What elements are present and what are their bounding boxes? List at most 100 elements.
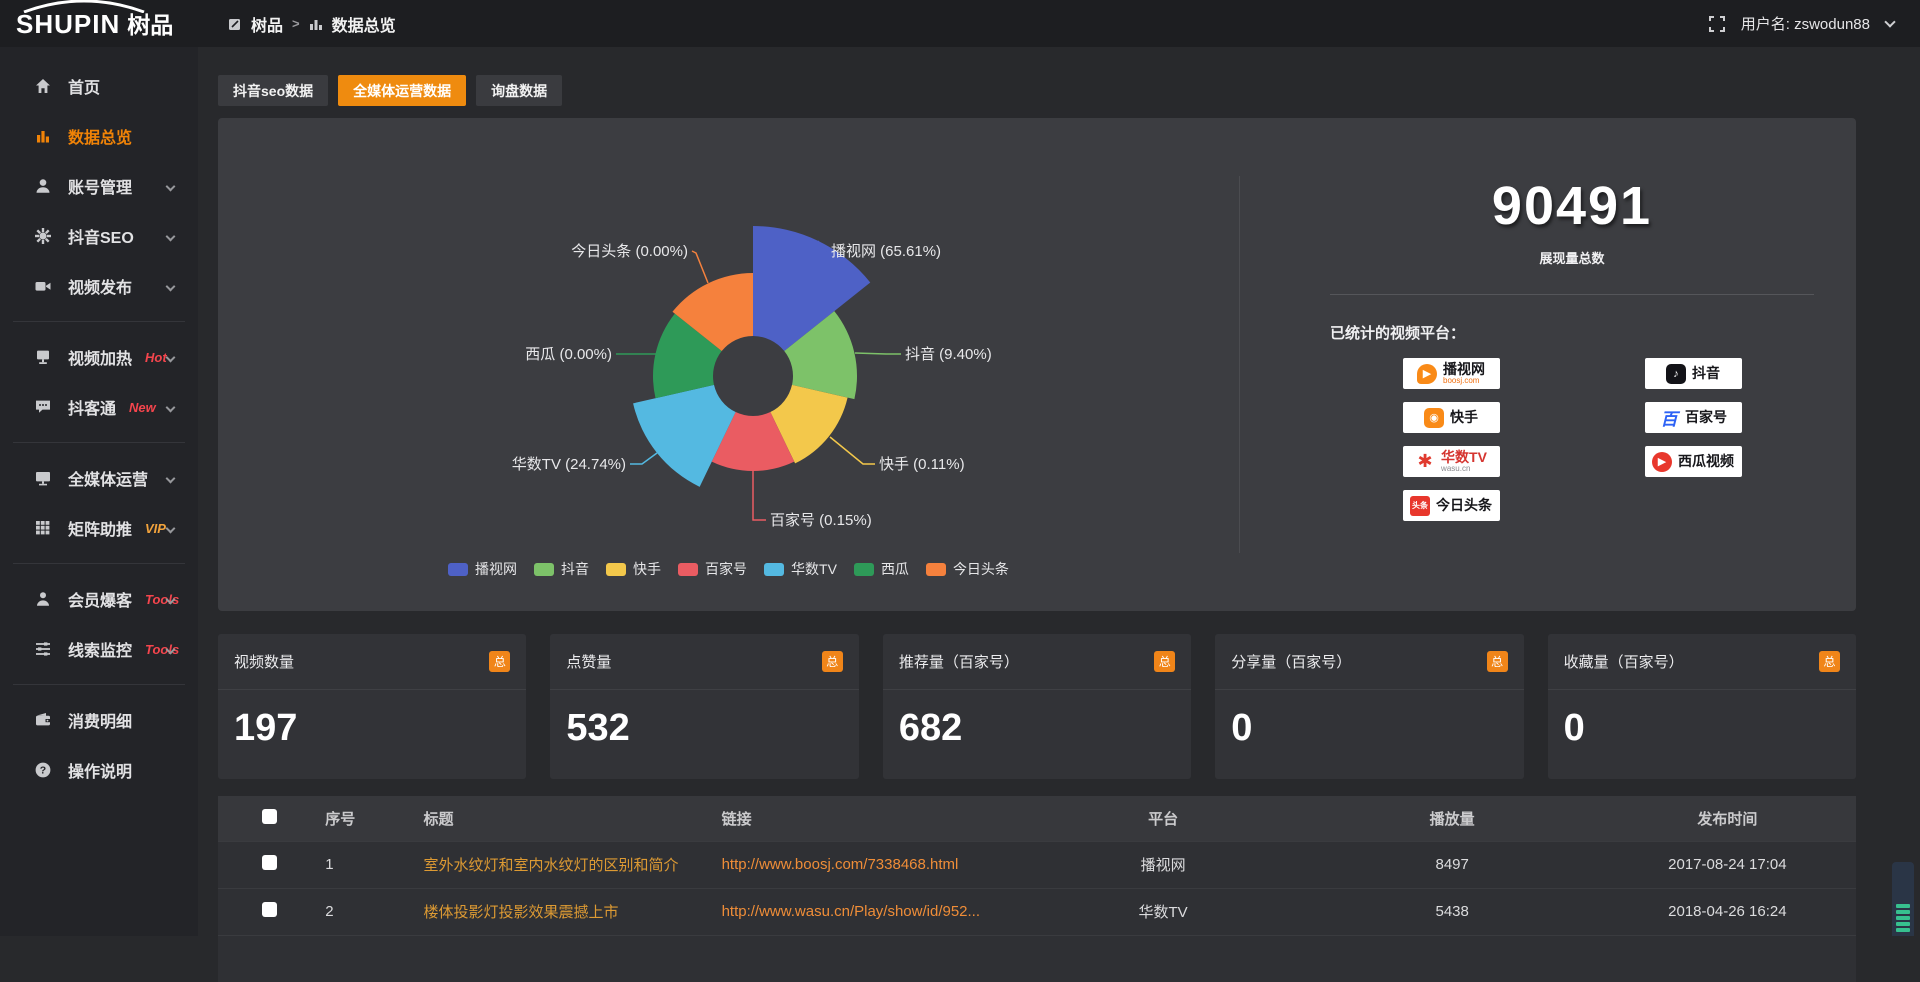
total-badge: 总 xyxy=(822,651,843,672)
fullscreen-icon[interactable] xyxy=(1709,16,1725,32)
legend-swatch xyxy=(534,563,554,576)
stat-card-title: 收藏量（百家号） xyxy=(1564,651,1684,672)
sidebar-item-video-heat[interactable]: 视频加热 Hot xyxy=(0,332,198,382)
plugin-bar xyxy=(1896,910,1910,914)
platform-name: 百家号 xyxy=(1685,410,1727,425)
legend-swatch xyxy=(448,563,468,576)
sidebar-item-douyin-seo[interactable]: 抖音SEO xyxy=(0,211,198,261)
sidebar-item-operation-guide[interactable]: ?操作说明 xyxy=(0,745,198,795)
stat-card-title: 分享量（百家号） xyxy=(1231,651,1351,672)
sidebar-item-label: 视频发布 xyxy=(68,274,132,298)
select-all-checkbox[interactable] xyxy=(262,809,277,824)
stat-card-header: 推荐量（百家号）总 xyxy=(883,634,1191,690)
top-header: SHUPIN 树品 树品 > 数据总览 用户名: zswodun88 xyxy=(0,0,1920,47)
sidebar-item-label: 视频加热 xyxy=(68,345,132,369)
table-header-cell: 标题 xyxy=(419,796,717,841)
sidebar-item-label: 账号管理 xyxy=(68,174,132,198)
breadcrumb-root[interactable]: 树品 xyxy=(251,12,283,36)
sidebar-item-tag: Hot xyxy=(145,350,167,365)
data-tabs: 抖音seo数据全媒体运营数据询盘数据 xyxy=(218,75,1856,106)
pie-slice-label: 西瓜 (0.00%) xyxy=(525,346,612,363)
chat-icon xyxy=(34,398,53,416)
legend-item[interactable]: 抖音 xyxy=(534,559,589,579)
sidebar-item-label: 线索监控 xyxy=(68,637,132,661)
tab-douyin-seo-data[interactable]: 抖音seo数据 xyxy=(218,75,328,106)
main-content: 抖音seo数据全媒体运营数据询盘数据 播视网 (65.61%)抖音 (9.40%… xyxy=(198,47,1920,982)
home-icon xyxy=(34,77,53,95)
platform-name: 抖音 xyxy=(1692,366,1720,381)
username[interactable]: 用户名: zswodun88 xyxy=(1741,13,1870,34)
platform-sub: wasu.cn xyxy=(1441,465,1470,473)
tab-media-operation-data[interactable]: 全媒体运营数据 xyxy=(338,75,466,106)
total-badge: 总 xyxy=(1819,651,1840,672)
baijiahao-logo: 百 xyxy=(1659,408,1679,428)
cell-plays: 8497 xyxy=(1306,841,1599,888)
stat-card-header: 收藏量（百家号） 总 xyxy=(1548,634,1856,690)
legend-item[interactable]: 今日头条 xyxy=(926,559,1009,579)
row-checkbox[interactable] xyxy=(262,902,277,917)
grid-icon xyxy=(34,519,53,537)
sidebar-item-account-management[interactable]: 账号管理 xyxy=(0,161,198,211)
chart-legend: 播视网抖音快手百家号华数TV 西瓜今日头条 xyxy=(218,559,1239,579)
table-header-cell: 链接 xyxy=(718,796,1021,841)
sidebar-item-label: 全媒体运营 xyxy=(68,466,148,490)
legend-item[interactable]: 西瓜 xyxy=(854,559,909,579)
svg-text:?: ? xyxy=(40,765,46,777)
platform-badge-kuaishou: ◉快手 xyxy=(1403,402,1500,433)
browser-plugin-widget[interactable] xyxy=(1892,862,1914,936)
pie-slice[interactable] xyxy=(633,385,736,487)
legend-item[interactable]: 快手 xyxy=(606,559,661,579)
doc-icon xyxy=(228,17,242,31)
chevron-down-icon xyxy=(166,523,176,533)
sidebar-item-home[interactable]: 首页 xyxy=(0,61,198,111)
legend-item[interactable]: 华数TV xyxy=(764,559,837,579)
pie-label-line xyxy=(855,353,901,354)
legend-item[interactable]: 百家号 xyxy=(678,559,747,579)
pie-slice-label: 播视网 (65.61%) xyxy=(831,243,941,260)
row-checkbox[interactable] xyxy=(262,855,277,870)
cell-index: 2 xyxy=(321,888,419,935)
douyin-logo: ♪ xyxy=(1666,364,1686,384)
video-url-link[interactable]: http://www.wasu.cn/Play/show/id/952... xyxy=(722,903,980,920)
video-url-link[interactable]: http://www.boosj.com/7338468.html xyxy=(722,856,959,873)
stat-card-header: 视频数量总 xyxy=(218,634,526,690)
sidebar-item-tag: New xyxy=(129,400,156,415)
chevron-down-icon xyxy=(1884,16,1895,27)
pie-slice-label: 百家号 (0.15%) xyxy=(770,512,872,529)
tab-inquiry-data[interactable]: 询盘数据 xyxy=(476,75,562,106)
sidebar-item-label: 抖音SEO xyxy=(68,224,134,248)
sidebar-item-data-overview[interactable]: 数据总览 xyxy=(0,111,198,161)
sidebar-item-media-operation[interactable]: 全媒体运营 xyxy=(0,453,198,503)
rose-pie-chart[interactable]: 播视网 (65.61%)抖音 (9.40%)快手 (0.11%)百家号 (0.1… xyxy=(218,131,1239,551)
stat-card-title: 推荐量（百家号） xyxy=(899,651,1019,672)
sidebar-divider xyxy=(13,684,185,685)
sidebar-item-video-publish[interactable]: 视频发布 xyxy=(0,261,198,311)
stat-card-value: 0 xyxy=(1215,690,1523,750)
platform-name: 播视网 xyxy=(1443,362,1485,377)
question-icon: ? xyxy=(34,761,53,779)
table-header-row: 序号标题链接平台播放量发布时间 xyxy=(218,796,1856,841)
table-header-cell: 发布时间 xyxy=(1599,796,1856,841)
legend-item[interactable]: 播视网 xyxy=(448,559,517,579)
platform-name: 快手 xyxy=(1450,410,1478,425)
boosj-logo: ▶ xyxy=(1417,364,1437,384)
platform-column: ♪抖音百百家号▶西瓜视频 xyxy=(1645,358,1742,521)
stat-card-value: 532 xyxy=(550,690,858,750)
overview-panel: 播视网 (65.61%)抖音 (9.40%)快手 (0.11%)百家号 (0.1… xyxy=(218,118,1856,611)
sliders-icon xyxy=(34,640,53,658)
sidebar-item-consume-detail[interactable]: 消费明细 xyxy=(0,695,198,745)
sidebar-item-tag: VIP xyxy=(145,521,166,536)
video-title-link[interactable]: 楼体投影灯投影效果震撼上市 xyxy=(423,904,618,921)
user-icon xyxy=(34,177,53,195)
video-title-link[interactable]: 室外水纹灯和室内水纹灯的区别和简介 xyxy=(423,857,678,874)
